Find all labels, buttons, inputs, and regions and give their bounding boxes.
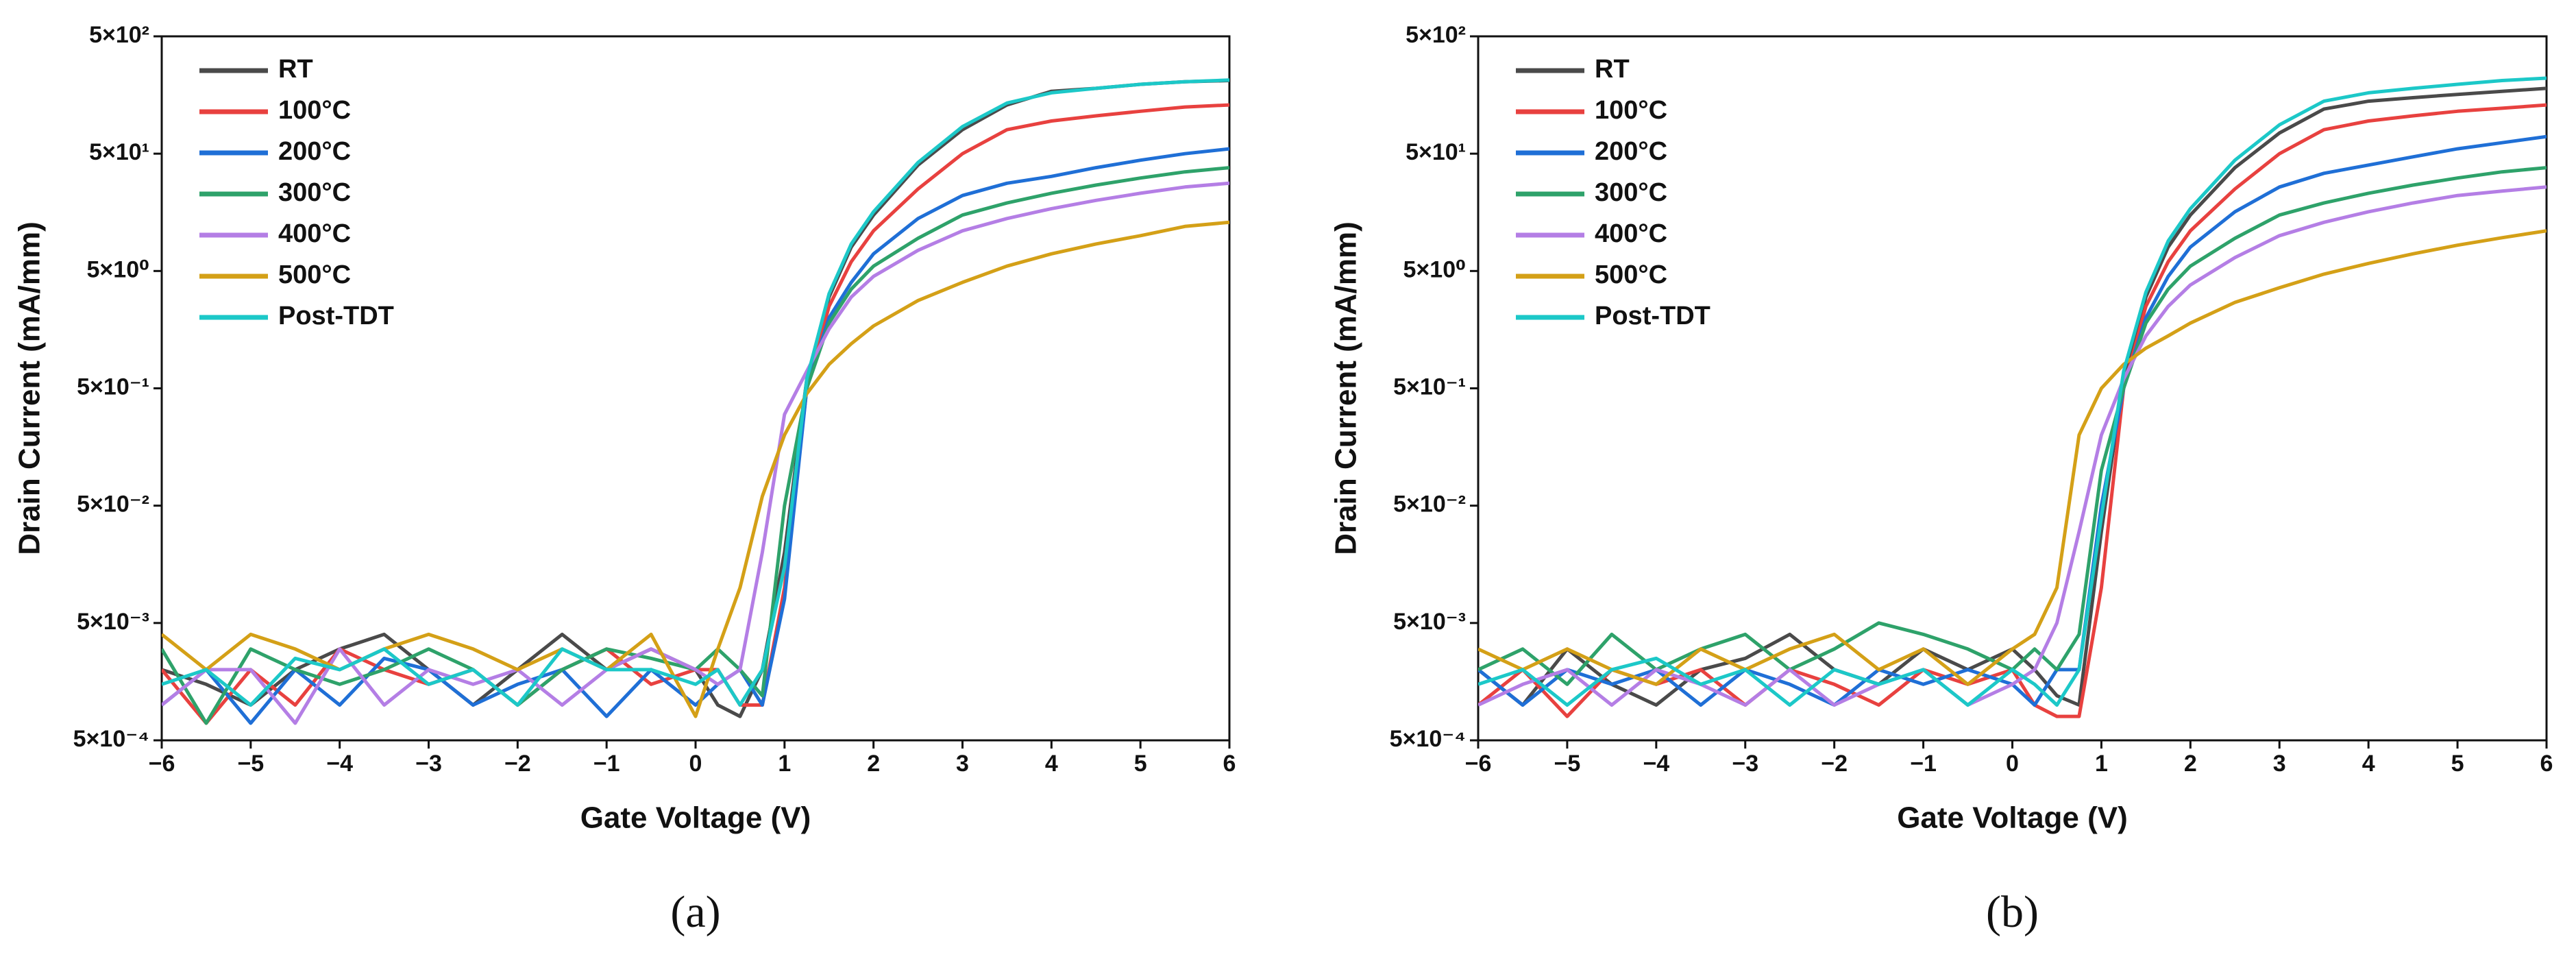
legend-label: 500°C <box>1595 260 1667 289</box>
y-tick-label: 5×10⁻¹ <box>1393 374 1466 400</box>
series-line <box>162 78 1229 707</box>
x-tick-label: −6 <box>1465 751 1492 777</box>
y-tick-label: 5×10⁻² <box>1393 491 1466 518</box>
y-tick-label: 5×10⁰ <box>87 256 149 282</box>
legend-label: 200°C <box>278 137 351 166</box>
x-tick-label: −5 <box>1554 751 1581 777</box>
x-tick-label: 5 <box>1134 751 1147 777</box>
x-tick-label: 1 <box>778 751 791 777</box>
legend-label: Post-TDT <box>1595 302 1710 330</box>
x-tick-label: 3 <box>956 751 969 777</box>
x-tick-label: −4 <box>1643 751 1669 777</box>
legend-label: RT <box>1595 55 1630 84</box>
x-tick-label: 2 <box>867 751 880 777</box>
x-tick-label: 4 <box>2362 751 2375 777</box>
series-line <box>1478 229 2547 686</box>
x-tick-label: 5 <box>2451 751 2464 777</box>
panel-caption: (b) <box>1986 887 2039 937</box>
x-tick-label: 3 <box>2273 751 2286 777</box>
series-group <box>1478 76 2547 718</box>
y-tick-label: 5×10⁻³ <box>1393 609 1466 635</box>
y-axis-title: Drain Current (mA/mm) <box>13 221 47 555</box>
x-tick-label: 1 <box>2095 751 2108 777</box>
series-line <box>1478 86 2547 707</box>
y-tick-label: 5×10⁻³ <box>77 609 149 635</box>
legend-label: 300°C <box>278 178 351 207</box>
x-tick-label: −2 <box>1821 751 1848 777</box>
x-tick-label: 4 <box>1045 751 1058 777</box>
y-tick-label: 5×10⁻¹ <box>77 374 149 400</box>
series-line <box>162 181 1229 725</box>
legend-label: 100°C <box>278 96 351 125</box>
y-tick-label: 5×10¹ <box>1406 139 1466 165</box>
y-tick-label: 5×10² <box>1406 22 1466 48</box>
panel-caption: (a) <box>670 887 720 937</box>
legend-label: 500°C <box>278 260 351 289</box>
y-tick-label: 5×10¹ <box>89 139 149 165</box>
series-group <box>162 78 1229 725</box>
y-tick-label: 5×10⁻² <box>77 491 149 518</box>
y-tick-label: 5×10⁻⁴ <box>1390 726 1466 752</box>
panel: −6 −5 −4 −3 −2 −1 0 1 2 3 4 5 6 5×10⁻⁴ 5×10⁻³ 5×10⁻² 5×1… <box>13 22 1236 937</box>
legend-label: 300°C <box>1595 178 1667 207</box>
x-tick-label: 6 <box>1223 751 1236 777</box>
series-line <box>1478 76 2547 707</box>
y-tick-label: 5×10² <box>89 22 149 48</box>
series-line <box>162 220 1229 718</box>
x-tick-label: 2 <box>2184 751 2197 777</box>
legend-label: 200°C <box>1595 137 1667 166</box>
legend-label: 400°C <box>278 219 351 248</box>
x-axis-title: Gate Voltage (V) <box>580 801 811 835</box>
series-line <box>162 79 1229 718</box>
x-tick-label: −4 <box>326 751 353 777</box>
x-tick-label: −1 <box>1910 751 1937 777</box>
x-tick-label: −1 <box>593 751 620 777</box>
x-axis-title: Gate Voltage (V) <box>1897 801 2128 835</box>
x-tick-label: 0 <box>689 751 702 777</box>
x-tick-label: −6 <box>149 751 175 777</box>
y-tick-label: 5×10⁻⁴ <box>73 726 149 752</box>
x-tick-label: −5 <box>237 751 264 777</box>
legend-label: 400°C <box>1595 219 1667 248</box>
x-tick-label: 6 <box>2540 751 2553 777</box>
x-tick-label: 0 <box>2006 751 2019 777</box>
series-line <box>1478 166 2547 686</box>
x-tick-label: −2 <box>504 751 531 777</box>
legend-label: RT <box>278 55 313 84</box>
series-line <box>1478 185 2547 707</box>
panel: −6 −5 −4 −3 −2 −1 0 1 2 3 4 5 6 5×10⁻⁴ 5×10⁻³ 5×10⁻² 5×1… <box>1329 22 2553 937</box>
legend-label: Post-TDT <box>278 302 394 330</box>
legend-label: 100°C <box>1595 96 1667 125</box>
y-tick-label: 5×10⁰ <box>1403 256 1466 282</box>
y-axis-title: Drain Current (mA/mm) <box>1329 221 1363 555</box>
x-tick-label: −3 <box>1732 751 1758 777</box>
x-tick-label: −3 <box>415 751 442 777</box>
